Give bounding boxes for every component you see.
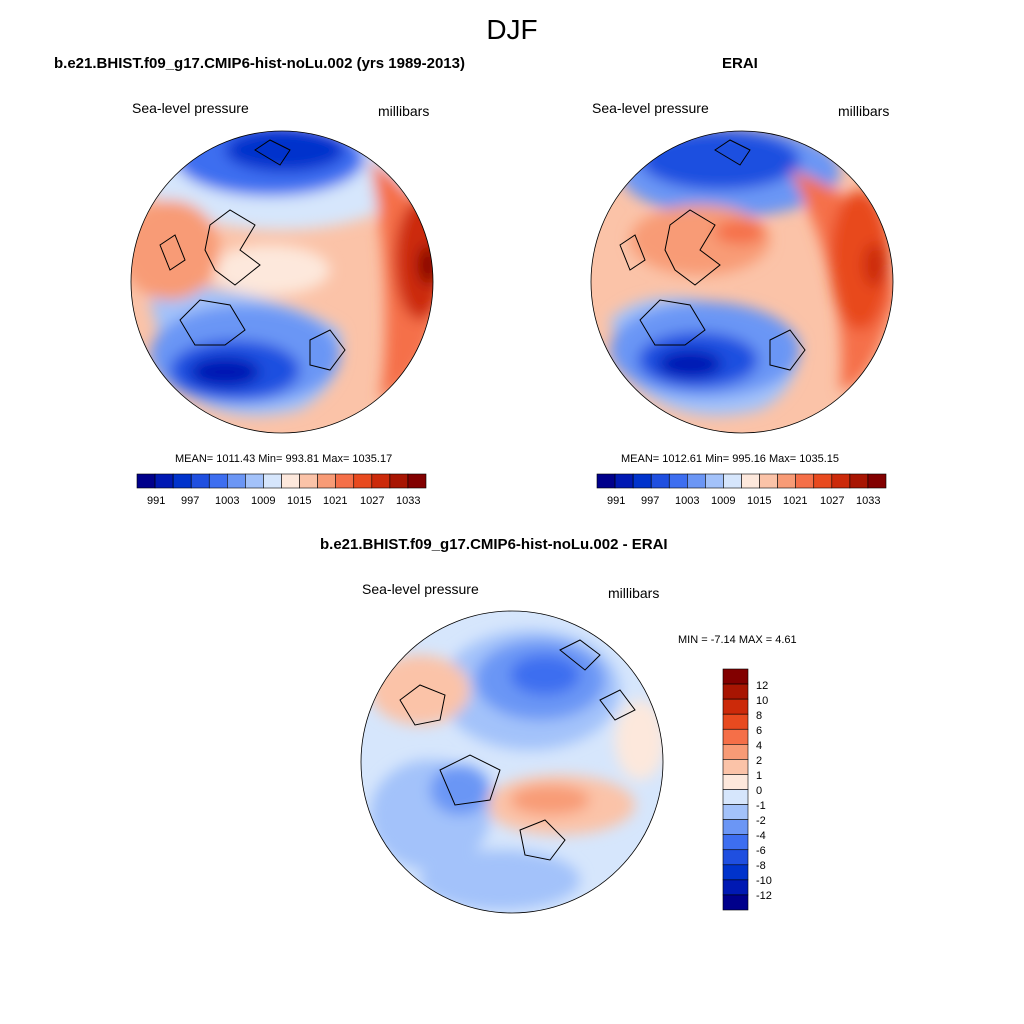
panel-2-variable-label: Sea-level pressure (592, 100, 709, 116)
cb2-tick: 1015 (747, 495, 772, 507)
panel-1-stats: MEAN= 1011.43 Min= 993.81 Max= 1035.17 (175, 453, 393, 465)
colorbar-swatch (722, 819, 749, 835)
panel-2-title: ERAI (722, 55, 758, 72)
cb2-tick: 1003 (675, 495, 700, 507)
cb2-tick: 1021 (783, 495, 808, 507)
colorbar-swatch (263, 473, 282, 489)
colorbar-swatch (722, 744, 749, 760)
cb1-tick: 1003 (215, 495, 240, 507)
colorbar-swatch (722, 668, 749, 685)
panel-3-stats: MIN = -7.14 MAX = 4.61 (678, 634, 797, 646)
colorbar-swatch (705, 473, 724, 489)
figure-title: DJF (486, 14, 538, 45)
colorbar-swatch (813, 473, 833, 489)
colorbar-swatch (831, 473, 851, 489)
colorbar-swatch (245, 473, 264, 489)
panel-3-title: b.e21.BHIST.f09_g17.CMIP6-hist-noLu.002 … (320, 536, 668, 553)
colorbar-swatch (632, 473, 652, 489)
colorbar-swatch (777, 473, 796, 489)
colorbar-swatch (371, 473, 391, 489)
colorbar-swatch (722, 728, 749, 745)
cb3-tick: -1 (756, 800, 766, 812)
map-erai-slp (590, 130, 894, 434)
cb1-tick: 1021 (323, 495, 348, 507)
colorbar-swatch (722, 683, 749, 700)
cb3-tick: -6 (756, 845, 766, 857)
colorbar-swatch (596, 473, 616, 489)
colorbar-swatch (208, 473, 228, 489)
cb3-tick: 12 (756, 680, 769, 692)
panel-3-units-label: millibars (608, 585, 660, 601)
cb3-tick: -10 (756, 875, 772, 887)
cb3-tick: 6 (756, 725, 763, 737)
colorbar-swatch (190, 473, 210, 489)
cb3-tick: 10 (756, 695, 769, 707)
colorbar-swatch (722, 834, 749, 851)
colorbar-swatch (317, 473, 336, 489)
colorbar-swatch (722, 894, 749, 911)
colorbar-erai (596, 473, 887, 489)
colorbar-swatch (136, 473, 156, 489)
panel-2-stats: MEAN= 1012.61 Min= 995.16 Max= 1035.15 (621, 453, 840, 465)
colorbar-swatch (722, 774, 749, 790)
cb3-tick: -12 (756, 890, 772, 902)
panel-1-variable-label: Sea-level pressure (132, 100, 249, 116)
map-model-slp (130, 130, 434, 434)
colorbar-swatch (722, 804, 749, 820)
cb1-tick: 997 (181, 495, 200, 507)
colorbar-swatch (668, 473, 688, 489)
cb2-tick: 1009 (711, 495, 736, 507)
cb1-tick: 1009 (251, 495, 276, 507)
colorbar-swatch (795, 473, 815, 489)
cb3-tick: -8 (756, 860, 766, 872)
cb2-tick: 991 (607, 495, 626, 507)
cb3-tick: 1 (756, 770, 763, 782)
panel-3-variable-label: Sea-level pressure (362, 581, 479, 597)
colorbar-swatch (353, 473, 373, 489)
colorbar-swatch (741, 473, 760, 489)
cb1-tick: 1033 (396, 495, 421, 507)
cb3-tick: 4 (756, 740, 763, 752)
cb3-tick: 0 (756, 785, 763, 797)
colorbar-difference (722, 668, 749, 911)
colorbar-swatch (722, 849, 749, 866)
cb3-tick: 8 (756, 710, 763, 722)
panel-1-title: b.e21.BHIST.f09_g17.CMIP6-hist-noLu.002 … (54, 55, 465, 72)
colorbar-swatch (614, 473, 634, 489)
colorbar-swatch (722, 864, 749, 881)
colorbar-swatch (335, 473, 355, 489)
colorbar-swatch (299, 473, 318, 489)
colorbar-swatch (722, 713, 749, 730)
colorbar-swatch (687, 473, 706, 489)
cb1-tick: 991 (147, 495, 166, 507)
map-difference (360, 610, 664, 914)
cb2-tick: 1027 (820, 495, 845, 507)
colorbar-swatch (281, 473, 300, 489)
cb2-tick: 997 (641, 495, 660, 507)
colorbar-swatch (722, 759, 749, 775)
cb3-tick: -4 (756, 830, 766, 842)
cb1-tick: 1027 (360, 495, 385, 507)
cb3-tick: -2 (756, 815, 766, 827)
colorbar-swatch (227, 473, 246, 489)
panel-2-units-label: millibars (838, 103, 890, 119)
colorbar-swatch (389, 473, 409, 489)
colorbar-swatch (172, 473, 192, 489)
cb1-tick: 1015 (287, 495, 312, 507)
colorbar-swatch (722, 698, 749, 715)
colorbar-swatch (722, 789, 749, 805)
colorbar-swatch (759, 473, 778, 489)
panel-1-units-label: millibars (378, 103, 430, 119)
colorbar-swatch (723, 473, 742, 489)
colorbar-model (136, 473, 427, 489)
colorbar-swatch (650, 473, 670, 489)
colorbar-swatch (849, 473, 869, 489)
colorbar-swatch (154, 473, 174, 489)
colorbar-swatch (407, 473, 427, 489)
colorbar-swatch (867, 473, 887, 489)
cb2-tick: 1033 (856, 495, 881, 507)
cb3-tick: 2 (756, 755, 763, 767)
colorbar-swatch (722, 879, 749, 896)
